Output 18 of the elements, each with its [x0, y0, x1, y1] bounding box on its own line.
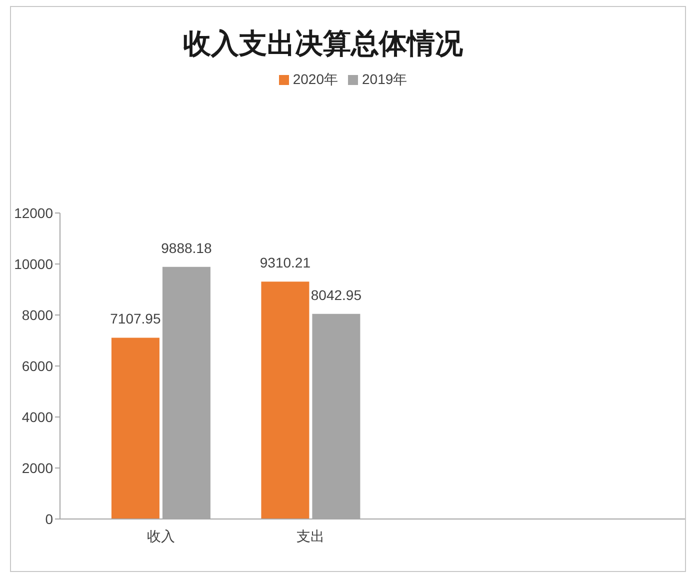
- legend-label: 2020年: [292, 71, 338, 87]
- legend-label: 2019年: [362, 71, 408, 87]
- chart-title: 收入支出决算总体情况: [182, 27, 464, 61]
- bar: [261, 282, 310, 519]
- data-label: 9888.18: [161, 240, 212, 256]
- x-tick-label: 支出: [296, 528, 325, 544]
- data-label: 9310.21: [260, 254, 311, 271]
- y-tick-label: 10000: [14, 256, 54, 272]
- x-tick-label: 收入: [146, 528, 175, 544]
- y-tick-label: 8000: [22, 306, 54, 323]
- y-tick-label: 6000: [22, 358, 54, 374]
- data-label: 8042.95: [310, 286, 362, 303]
- y-tick-label: 0: [45, 510, 54, 527]
- bar: [111, 338, 160, 519]
- y-tick-label: 2000: [22, 460, 54, 476]
- y-tick-label: 4000: [22, 408, 54, 425]
- y-tick-label: 12000: [14, 204, 54, 221]
- data-label: 7107.95: [110, 310, 161, 327]
